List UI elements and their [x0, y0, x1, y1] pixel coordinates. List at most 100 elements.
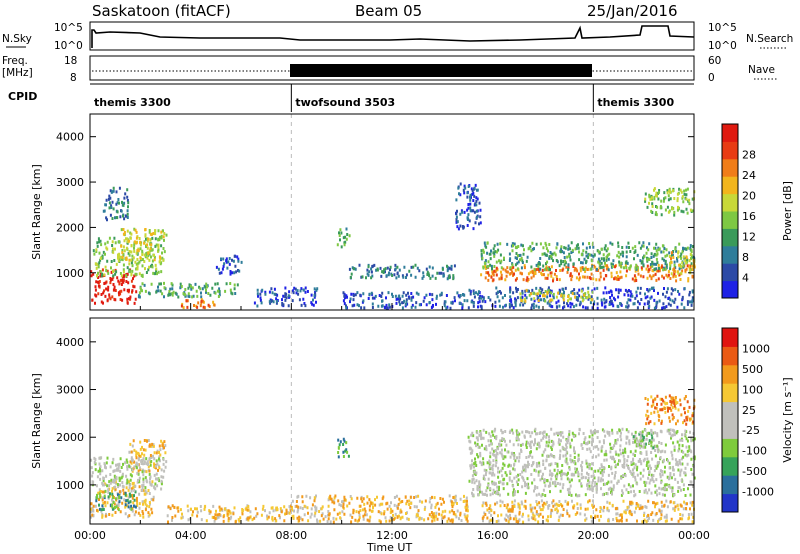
velocity-echo-cells: [90, 485, 155, 518]
velocity-echo-cells: [338, 443, 350, 458]
noise-left-tick-bottom: 10^0: [54, 40, 83, 52]
power-echo-cells: [181, 298, 215, 310]
velocity-echo-cells: [90, 480, 155, 519]
velocity-echo-cells: [468, 427, 695, 460]
power-echo-cells: [468, 286, 694, 310]
power-echo-cells: [138, 281, 236, 299]
power-ytick-label: 2000: [56, 221, 84, 234]
velocity-colorbar-tick: -500: [742, 465, 767, 478]
power-plot-background: [90, 114, 694, 310]
power-colorbar-tick: 12: [742, 231, 756, 244]
velocity-colorbar-swatch: [722, 383, 738, 403]
power-colorbar-swatch: [722, 158, 738, 177]
power-colorbar-swatch: [722, 211, 738, 229]
station-title: Saskatoon (fitACF): [92, 2, 231, 20]
velocity-cells: [90, 318, 696, 524]
power-panel: 1000 2000 3000 4000 Slant Range [km] 4 8 12 16 2…: [30, 113, 794, 311]
power-echo-cells: [92, 236, 163, 278]
velocity-colorbar-swatch: [722, 456, 738, 476]
time-tick-label: 04:00: [175, 529, 207, 542]
power-echo-cells: [455, 183, 482, 231]
cpid-panel: CPID themis 3300 twofsound 3503 themis 330…: [8, 83, 694, 112]
power-echo-cells: [455, 185, 479, 224]
noise-sky-label: N.Sky: [2, 33, 32, 45]
power-echo-cells: [338, 231, 349, 249]
power-echo-cells: [467, 286, 694, 310]
power-echo-cells: [345, 291, 469, 310]
velocity-colorbar-frame: [721, 327, 739, 513]
nave-label: Nave: [748, 64, 775, 76]
x-axis-label: Time UT: [366, 541, 412, 554]
time-tick-label: 20:00: [577, 529, 609, 542]
power-echo-cells: [256, 287, 319, 308]
power-colorbar: 4 8 12 16 20 24 28 Power [dB]: [721, 123, 794, 299]
velocity-echo-cells: [468, 427, 693, 460]
freq-label-line1: Freq.: [2, 55, 28, 67]
velocity-echo-cells: [636, 428, 657, 447]
velocity-echo-cells: [468, 456, 696, 498]
power-ytick-label: 1000: [56, 267, 84, 280]
power-axes: 1000 2000 3000 4000 Slant Range [km]: [30, 113, 695, 311]
nave-tick-top: 60: [708, 55, 721, 67]
time-tick-label: 08:00: [275, 529, 307, 542]
velocity-echo-cells: [646, 394, 695, 426]
time-tick-label: 16:00: [477, 529, 509, 542]
power-echo-cells: [217, 257, 243, 275]
power-echo-cells: [519, 289, 593, 303]
velocity-echo-cells: [644, 395, 696, 426]
velocity-y-axis-label: Slant Range [km]: [30, 373, 43, 469]
power-echo-cells: [185, 299, 216, 310]
velocity-echo-cells: [482, 499, 693, 524]
noise-search-label: N.Search: [746, 33, 793, 45]
noise-panel: N.Sky 10^5 10^0 10^5 10^0 N.Search: [2, 21, 793, 52]
noise-left-tick-top: 10^5: [54, 22, 83, 34]
velocity-echo-cells: [91, 456, 165, 490]
freq-tick-bottom: 8: [70, 72, 77, 84]
velocity-echo-cells: [167, 504, 292, 524]
power-colorbar-swatch: [722, 245, 738, 264]
velocity-colorbar-swatch: [722, 475, 738, 495]
power-echo-cells: [180, 299, 210, 309]
velocity-echo-cells: [634, 430, 659, 448]
velocity-ytick-label: 4000: [56, 336, 84, 349]
power-colorbar-tick: 16: [742, 210, 756, 223]
velocity-colorbar-swatch: [722, 401, 738, 421]
power-echo-cells: [91, 268, 135, 304]
velocity-panel: 1000 2000 3000 4000 Slant Range [km] 1000 500…: [30, 317, 794, 525]
nave-tick-bottom: 0: [708, 72, 715, 84]
power-ytick-label: 3000: [56, 176, 84, 189]
velocity-ytick-label: 1000: [56, 479, 84, 492]
power-colorbar-swatch: [722, 141, 738, 160]
power-colorbar-frame: [721, 123, 739, 299]
noise-sky-trace: [91, 25, 695, 48]
velocity-echo-cells: [295, 494, 469, 524]
power-colorbar-swatch: [722, 193, 738, 212]
velocity-colorbar-tick: 100: [742, 383, 763, 396]
power-echo-cells: [480, 241, 696, 272]
velocity-echo-cells: [127, 439, 167, 473]
power-echo-cells: [108, 186, 130, 220]
power-colorbar-swatch: [722, 228, 738, 247]
power-echo-cells: [90, 270, 138, 305]
power-echo-cells: [125, 229, 166, 262]
cpid-segments: themis 3300 twofsound 3503 themis 3300: [94, 84, 674, 112]
velocity-colorbar-label: Velocity [m s⁻¹]: [781, 377, 794, 462]
velocity-echo-cells: [129, 439, 167, 474]
power-echo-cells: [253, 286, 317, 308]
power-echo-cells: [487, 264, 692, 283]
freq-label-line2: [MHz]: [2, 67, 33, 79]
velocity-echo-cells: [96, 489, 133, 512]
power-echo-cells: [480, 241, 696, 272]
nave-dense-block: [290, 64, 592, 77]
velocity-colorbar-swatch: [722, 346, 738, 366]
velocity-colorbar-tick: -1000: [742, 486, 774, 499]
power-echo-cells: [349, 263, 455, 281]
velocity-colorbar-swatch: [722, 438, 738, 458]
freq-tick-top: 18: [64, 55, 77, 67]
power-echo-cells: [480, 263, 691, 283]
power-ytick-label: 4000: [56, 131, 84, 144]
noise-panel-frame: [89, 21, 695, 51]
power-echo-cells: [102, 189, 129, 220]
time-tick-label: 00:00: [74, 529, 106, 542]
